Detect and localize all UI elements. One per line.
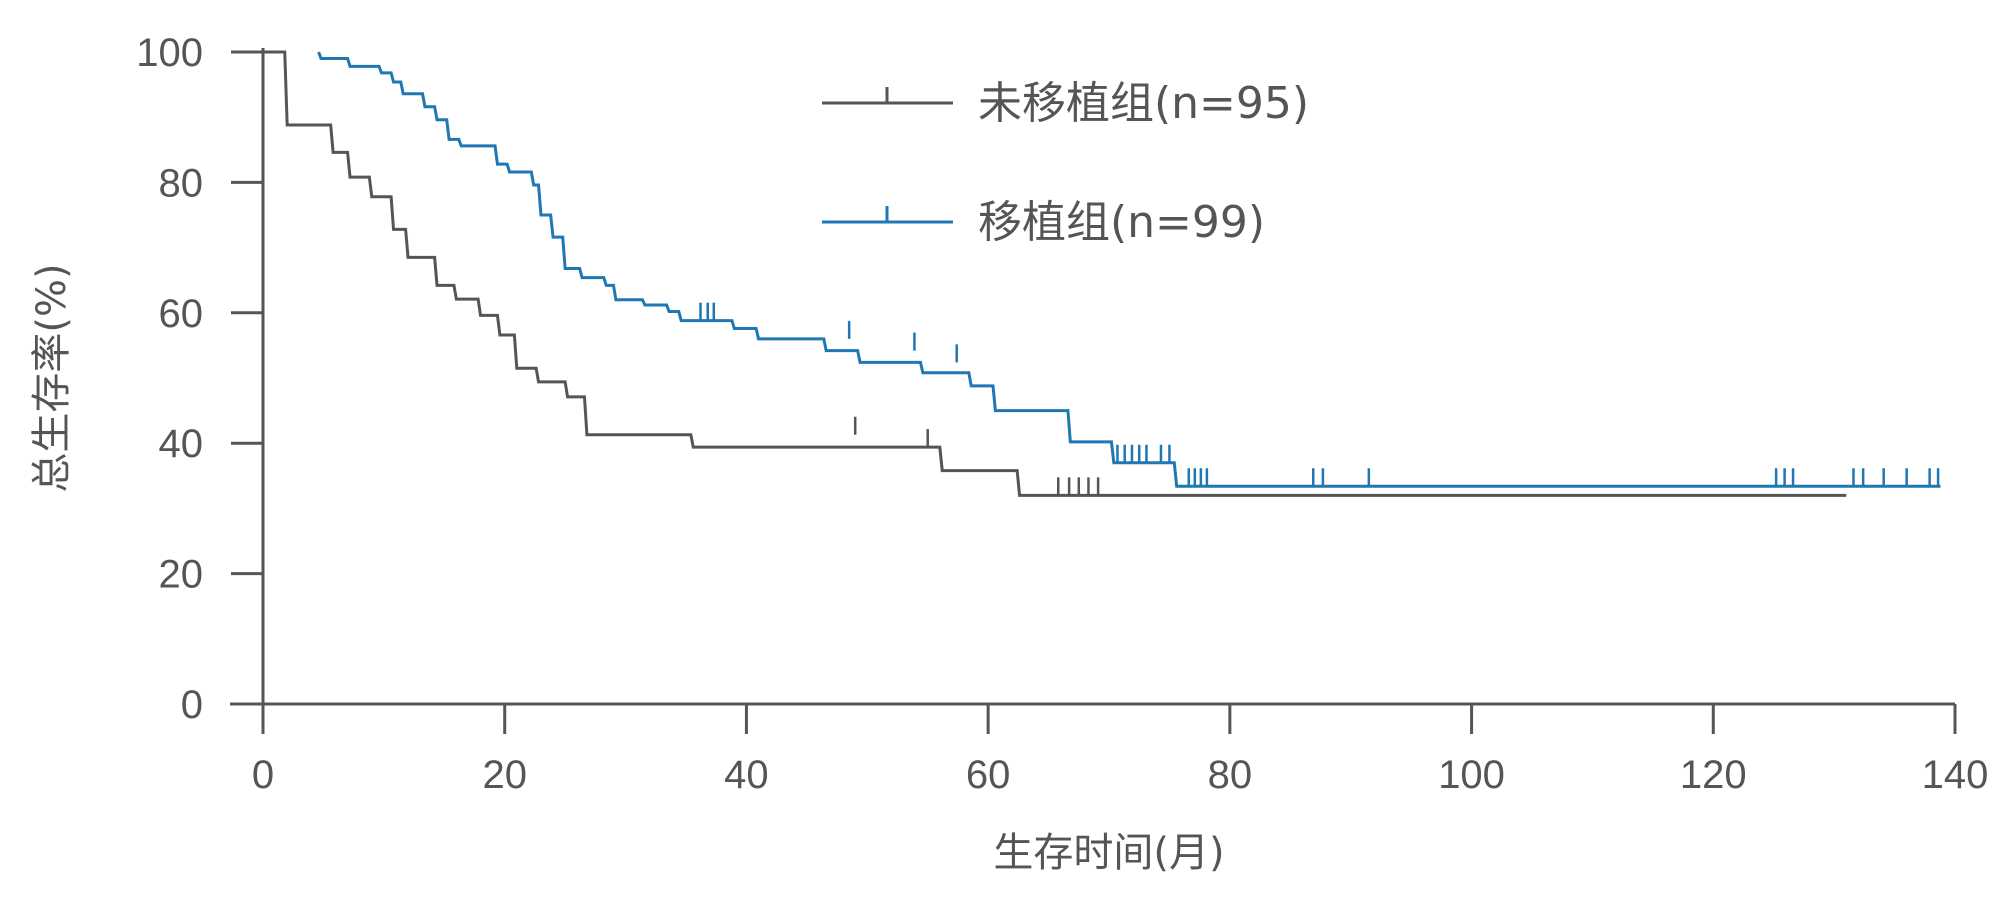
legend-item-1: 移植组(n=99) (822, 197, 1265, 248)
series-1 (317, 51, 1941, 488)
y-tick-label: 0 (181, 683, 203, 727)
y-tick-label: 100 (136, 31, 203, 75)
x-tick-label: 0 (252, 753, 274, 797)
x-tick-label: 40 (724, 753, 769, 797)
y-tick-label: 60 (159, 292, 204, 336)
x-axis-title: 生存时间(月) (993, 830, 1224, 876)
series-0-line (263, 50, 1847, 497)
x-tick-label: 120 (1680, 753, 1747, 797)
x-tick-label: 20 (482, 753, 527, 797)
x-tick-label: 100 (1438, 753, 1505, 797)
axes (230, 48, 1955, 706)
y-axis-title: 总生存率(%) (29, 263, 75, 492)
series-1-line (317, 51, 1941, 488)
legend-item-0: 未移植组(n=95) (822, 78, 1309, 129)
series-layer (263, 50, 1941, 497)
legend: 未移植组(n=95) 移植组(n=99) (822, 78, 1309, 248)
y-tick-label: 40 (159, 422, 204, 466)
legend-label: 移植组(n=99) (978, 197, 1265, 248)
y-tick-label: 80 (159, 161, 204, 205)
y-ticks: 0 20 40 60 80 100 (136, 31, 263, 727)
y-tick-label: 20 (159, 553, 204, 597)
x-ticks: 0 20 40 60 80 100 120 140 (252, 704, 1989, 797)
x-tick-label: 60 (966, 753, 1011, 797)
series-0 (263, 50, 1847, 497)
x-tick-label: 140 (1922, 753, 1989, 797)
legend-label: 未移植组(n=95) (978, 78, 1309, 129)
x-tick-label: 80 (1208, 753, 1253, 797)
